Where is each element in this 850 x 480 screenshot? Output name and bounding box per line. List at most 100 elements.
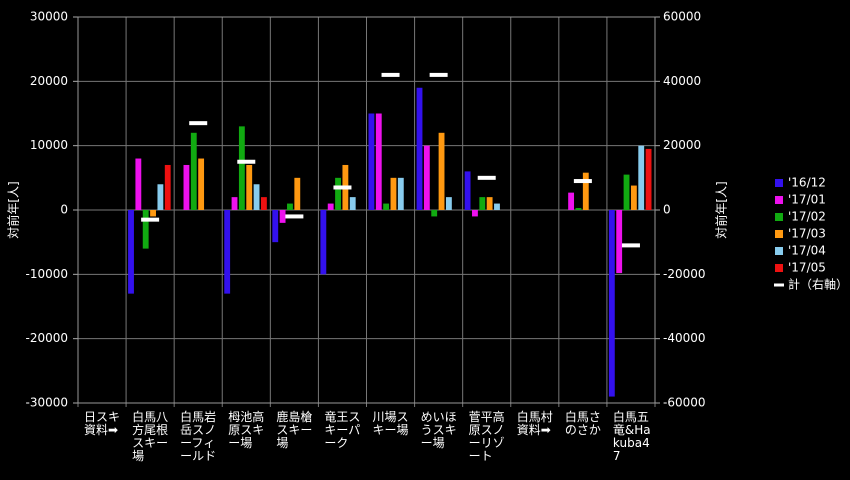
y-tick-label: -10000 [25,267,68,281]
bar [486,197,493,210]
x-tick-label: 鹿島槍スキー場 [276,410,313,450]
bar [479,197,486,210]
total-marker [333,185,352,190]
legend-label: 計（右軸） [788,277,848,292]
legend-label: '17/02 [788,210,826,224]
bar [390,177,397,210]
bar [327,203,334,210]
y-tick-label: 0 [60,203,68,217]
bar [253,184,260,210]
total-marker [237,159,256,164]
bar [575,208,582,210]
plot-frame [77,16,656,404]
bar [157,184,164,210]
x-tick-label: 白馬岩岳スノーフィールド [180,410,217,463]
legend-swatch [775,230,783,238]
y-tick-label: -30000 [25,396,68,410]
y2-tick-label: 20000 [663,138,701,152]
bar [349,197,356,210]
y-tick-label: 20000 [30,74,68,88]
x-tick-label: 白馬村資料➡ [516,410,553,437]
bar [279,210,286,223]
total-marker [477,175,496,180]
total-marker [381,72,400,77]
bar [320,210,327,275]
legend-label: '17/05 [788,261,826,275]
bar [198,158,205,210]
bar [645,148,652,210]
bar [272,210,279,243]
bar [294,177,301,210]
legend-label: '17/04 [788,244,826,258]
total-marker [285,214,304,219]
y2-axis-label: 対前年[人] [714,181,729,238]
x-tick-label: 白馬八方尾根スキー場 [132,410,169,463]
bar [472,210,478,217]
bar [582,172,589,210]
y-axis-label: 対前年[人] [6,181,21,238]
x-tick-label: 竜王スキーパーク [324,410,361,450]
y-tick-label: 30000 [30,10,68,24]
legend-label: '16/12 [788,176,826,190]
bar [287,203,293,210]
legend-swatch [775,264,783,272]
y2-tick-label: -20000 [663,267,706,281]
x-tick-label: 日スキ資料➡ [84,410,121,437]
bar [616,210,623,274]
legend-label: '17/01 [788,193,826,207]
x-tick-label: 菅平高原スノーリゾート [468,410,505,463]
bar [638,145,645,210]
bar [335,177,341,210]
bar [238,126,245,210]
total-marker [573,179,592,184]
legend-swatch [775,213,783,221]
total-marker [429,72,448,77]
bar [623,174,630,210]
bar [397,177,404,210]
x-tick-label: めいほうスキー場 [420,410,457,450]
bar [423,145,430,210]
bar [135,158,142,210]
bar [375,113,382,210]
bar [431,210,438,217]
bar [368,113,375,210]
legend-swatch [775,179,783,187]
y2-tick-label: 40000 [663,74,701,88]
legend-swatch [775,196,783,204]
total-marker [189,121,208,126]
x-tick-label: 白馬さのさか [564,410,601,437]
bar [445,197,452,210]
x-tick-label: 栂池高原スキー場 [228,410,265,450]
bar [438,132,445,210]
legend-swatch [774,283,784,287]
bar [224,210,231,294]
bar [630,185,637,210]
bar [464,171,471,210]
y2-tick-label: -60000 [663,396,706,410]
y2-tick-label: -40000 [663,331,706,345]
bar [608,210,615,397]
bar [260,197,267,210]
y-tick-label: -20000 [25,331,68,345]
bar [231,197,238,210]
bar [190,132,197,210]
y-tick-label: 10000 [30,138,68,152]
bar [128,210,134,294]
total-marker [141,217,160,222]
bar [150,210,156,217]
legend-swatch [775,247,783,255]
bar [183,164,190,210]
bar [142,210,149,249]
bar [164,164,171,210]
x-tick-label: 白馬五竜&Hakuba47 [612,410,651,463]
y2-tick-label: 60000 [663,10,701,24]
y2-tick-label: 0 [663,203,671,217]
x-tick-label: 川場スキー場 [372,410,409,437]
bar [568,192,575,210]
total-marker [621,243,640,248]
bar [494,203,500,210]
bar [416,87,423,210]
legend-label: '17/03 [788,227,826,241]
